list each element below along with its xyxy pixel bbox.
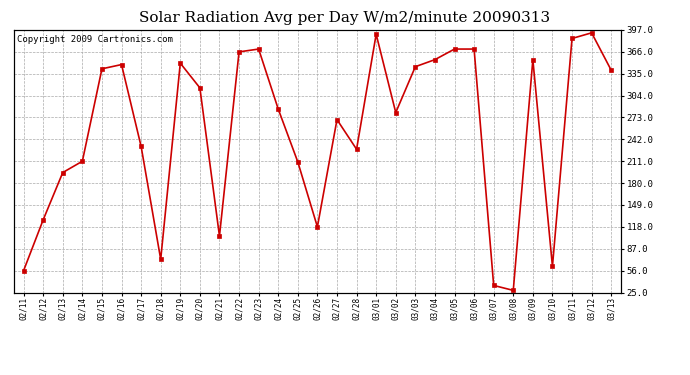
Text: Solar Radiation Avg per Day W/m2/minute 20090313: Solar Radiation Avg per Day W/m2/minute … — [139, 11, 551, 25]
Text: Copyright 2009 Cartronics.com: Copyright 2009 Cartronics.com — [17, 35, 172, 44]
